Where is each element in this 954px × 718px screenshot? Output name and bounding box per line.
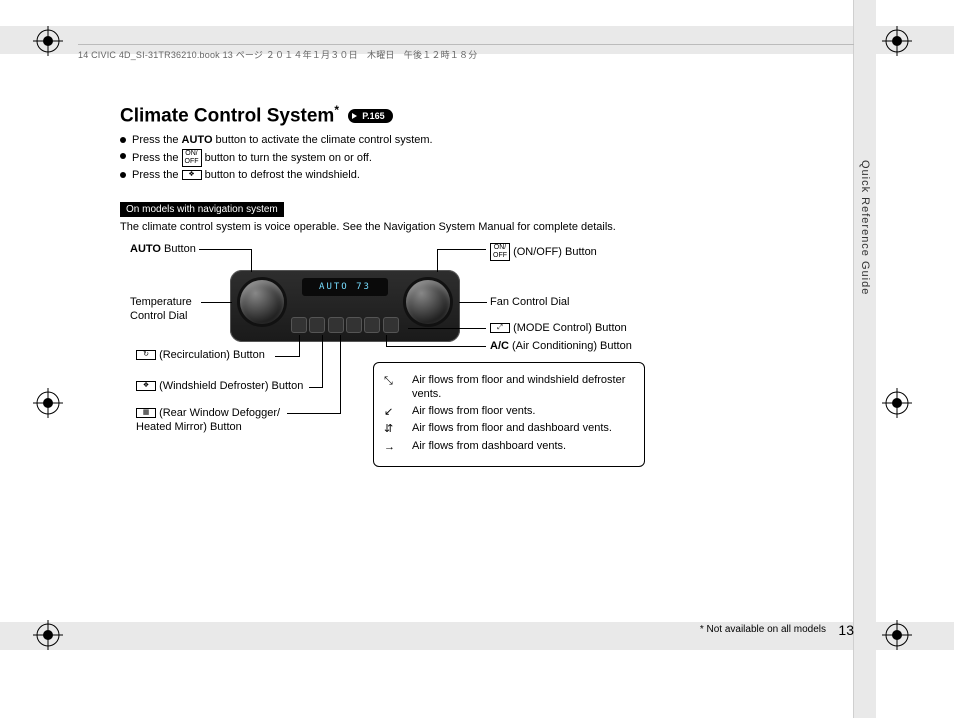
leader-line [386,346,486,347]
instruction-list: Press the AUTO button to activate the cl… [120,133,836,183]
instruction-item: Press the AUTO button to activate the cl… [120,133,836,148]
header-rule [78,44,854,45]
reg-mark-icon [33,26,63,56]
panel-btn-icon [291,317,307,333]
onoff-icon: ON/OFF [490,243,510,261]
title-asterisk: * [334,103,339,117]
instruction-item: Press the ❖ button to defrost the windsh… [120,168,836,183]
reg-mark-icon [33,388,63,418]
fan-dial-icon [406,280,450,324]
reg-mark-icon [882,388,912,418]
leader-line [309,387,322,388]
panel-button-row [290,314,400,336]
airflow-row: ↙Air flows from floor vents. [384,405,634,420]
leader-line [251,249,252,272]
label-rear-defogger: ▦ (Rear Window Defogger/Heated Mirror) B… [136,407,280,435]
header-meta-text: 14 CIVIC 4D_SI-31TR36210.book 13 ページ ２０１… [78,49,477,61]
leader-line [437,249,438,272]
rear-defog-icon: ▦ [136,408,156,418]
defrost-icon: ❖ [182,170,202,180]
leader-line [199,249,251,250]
panel-btn-icon [346,317,362,333]
reg-mark-icon [33,620,63,650]
airflow-glyph-icon: ⤡ [384,374,412,389]
nav-models-text: The climate control system is voice oper… [120,220,836,235]
panel-btn-icon [309,317,325,333]
leader-line [340,335,341,414]
leader-line [201,302,232,303]
label-mode: ⤢ (MODE Control) Button [490,322,627,336]
title-text: Climate Control System [120,105,334,126]
reg-mark-icon [882,26,912,56]
panel-display: AUTO 73 [302,278,388,296]
reg-mark-icon [882,620,912,650]
recirc-icon: ↻ [136,350,156,360]
leader-line [322,335,323,388]
label-temp-dial: TemperatureControl Dial [130,296,192,324]
onoff-icon: ON/OFF [182,149,202,167]
leader-line [299,335,300,357]
leader-line [386,335,387,347]
content-area: Climate Control System* P.165 Press the … [120,102,836,235]
page-title: Climate Control System* P.165 [120,102,836,129]
leader-line [275,356,299,357]
ws-defrost-icon: ❖ [136,381,156,391]
panel-btn-icon [364,317,380,333]
mode-icon: ⤢ [490,323,510,333]
leader-line [459,302,487,303]
label-ac: A/C (Air Conditioning) Button [490,340,632,354]
airflow-row: →Air flows from dashboard vents. [384,440,634,455]
side-tab-band [853,0,876,718]
label-fan-dial: Fan Control Dial [490,296,569,310]
airflow-modes-box: ⤡Air flows from floor and windshield def… [373,362,645,467]
label-recirc: ↻ (Recirculation) Button [136,349,265,363]
footnote: * Not available on all models [700,623,826,637]
page-number: 13 [838,621,854,640]
instruction-item: Press the ON/OFF button to turn the syst… [120,149,836,167]
side-tab-label: Quick Reference Guide [857,160,872,295]
label-ws-defroster: ❖ (Windshield Defroster) Button [136,380,303,394]
temperature-dial-icon [240,280,284,324]
page-ref-badge: P.165 [348,109,392,123]
leader-line [408,328,486,329]
airflow-row: ⇵Air flows from floor and dashboard vent… [384,422,634,437]
panel-btn-icon [383,317,399,333]
nav-models-tag: On models with navigation system [120,202,284,218]
label-onoff: ON/OFF (ON/OFF) Button [490,243,597,261]
leader-line [460,249,486,250]
climate-panel-illustration: AUTO 73 [230,270,460,342]
leader-line [287,413,340,414]
leader-line [437,249,460,273]
panel-btn-icon [328,317,344,333]
label-auto: AUTO Button [130,243,196,257]
airflow-glyph-icon: → [384,440,412,455]
manual-page: 14 CIVIC 4D_SI-31TR36210.book 13 ページ ２０１… [0,0,954,718]
airflow-glyph-icon: ↙ [384,405,412,420]
airflow-row: ⤡Air flows from floor and windshield def… [384,374,634,402]
airflow-glyph-icon: ⇵ [384,422,412,437]
